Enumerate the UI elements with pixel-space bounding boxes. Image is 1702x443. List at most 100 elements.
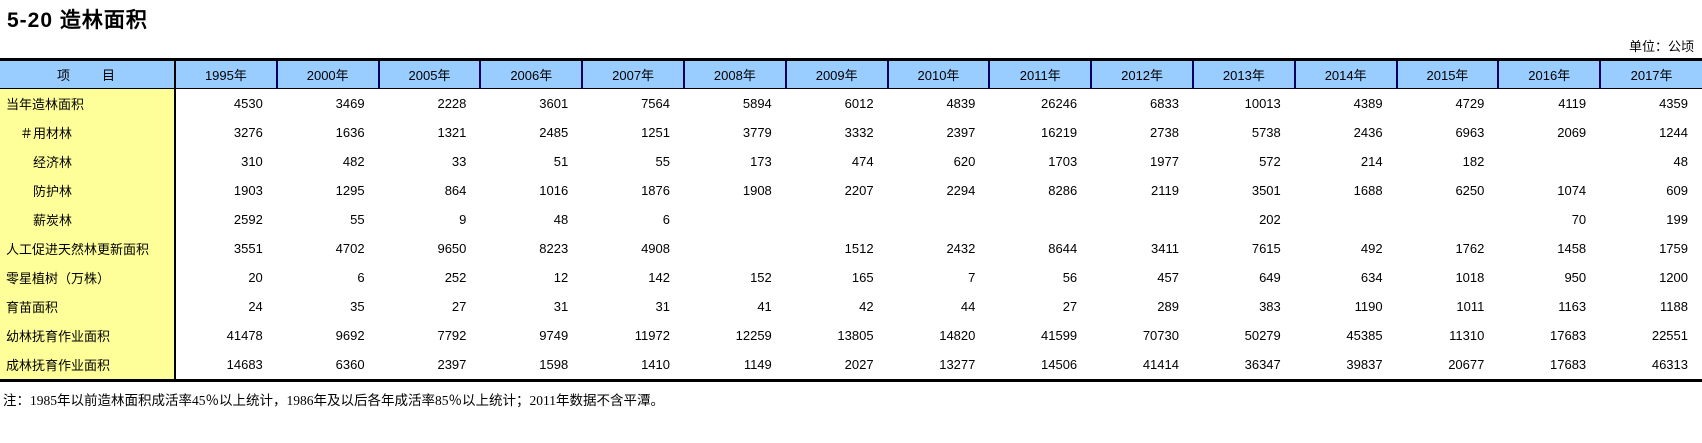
data-cell: 199 (1666, 212, 1688, 227)
data-cell: 12259 (735, 328, 772, 343)
row-label: 经济林 (0, 147, 176, 176)
data-cell: 2436 (1353, 125, 1383, 140)
data-cell: 46313 (1651, 357, 1688, 372)
column-header-year: 2006年 (479, 59, 583, 89)
column-header-year: 2011年 (988, 59, 1092, 89)
data-cell: 1688 (1353, 183, 1383, 198)
data-cell: 182 (1462, 154, 1485, 169)
data-cell: 6360 (335, 357, 365, 372)
data-cell: 9650 (437, 241, 467, 256)
afforestation-area-table: 项 目 1995年 2000年 2005年 2006年 2007年 2008年 2009年 2… (0, 58, 1702, 382)
data-cell: 20677 (1448, 357, 1485, 372)
column-header-year: 2014年 (1293, 59, 1397, 89)
data-cell: 1018 (1455, 270, 1485, 285)
table-row: 薪炭林 2592 55 9 48 6 202 70 199 (0, 205, 1702, 234)
data-cell: 13277 (939, 357, 976, 372)
data-cell: 950 (1564, 270, 1587, 285)
row-label: ＃用材林 (0, 118, 176, 147)
row-label: 人工促进天然林更新面积 (0, 234, 176, 263)
data-cell: 51 (553, 154, 569, 169)
table-row: 防护林 1903 1295 864 1016 1876 1908 2207 2294 8286 21… (0, 176, 1702, 205)
data-cell: 4389 (1353, 96, 1383, 111)
data-cell: 1977 (1150, 154, 1179, 169)
data-cell: 6833 (1150, 96, 1179, 111)
data-cell: 1762 (1455, 241, 1485, 256)
data-cell: 609 (1666, 183, 1688, 198)
data-cell: 33 (451, 154, 467, 169)
data-cell: 4530 (233, 96, 263, 111)
table-row: 人工促进天然林更新面积 3551 4702 9650 8223 4908 1512 2432 8… (0, 234, 1702, 263)
data-cell: 492 (1360, 241, 1383, 256)
data-cell: 1759 (1659, 241, 1688, 256)
data-cell: 16219 (1041, 125, 1078, 140)
data-cell: 142 (648, 270, 670, 285)
data-cell: 2228 (437, 96, 467, 111)
data-cell (684, 205, 786, 234)
data-cell: 14683 (226, 357, 263, 372)
data-cell: 1876 (641, 183, 670, 198)
data-cell: 31 (655, 299, 670, 314)
data-cell: 165 (851, 270, 874, 285)
unit-label: 单位：公顷 (1628, 39, 1694, 54)
column-header-year: 2015年 (1395, 59, 1499, 89)
column-header-year: 2016年 (1497, 59, 1601, 89)
column-header-year: 2009年 (784, 59, 888, 89)
data-cell: 7564 (641, 96, 670, 111)
data-cell: 6 (662, 212, 670, 227)
row-label: 幼林抚育作业面积 (0, 321, 176, 350)
data-cell: 2485 (539, 125, 569, 140)
data-cell: 5894 (742, 96, 772, 111)
data-cell: 2397 (437, 357, 467, 372)
data-cell: 27 (451, 299, 467, 314)
data-cell: 20 (248, 270, 263, 285)
data-cell: 3779 (742, 125, 772, 140)
data-cell: 70 (1571, 212, 1587, 227)
data-cell (1498, 147, 1600, 176)
column-header-year: 2008年 (682, 59, 786, 89)
data-cell: 70730 (1142, 328, 1179, 343)
data-cell: 48 (553, 212, 569, 227)
data-cell: 383 (1259, 299, 1281, 314)
data-cell: 24 (248, 299, 263, 314)
data-cell: 10013 (1244, 96, 1281, 111)
data-cell: 3501 (1251, 183, 1281, 198)
data-cell: 1016 (539, 183, 569, 198)
footnote: 注：1985年以前造林面积成活率45％以上统计，1986年及以后各年成活率85％… (3, 393, 664, 408)
data-cell: 2207 (844, 183, 874, 198)
data-cell: 1163 (1558, 299, 1587, 314)
data-cell: 457 (1157, 270, 1179, 285)
data-cell: 39837 (1346, 357, 1383, 372)
data-cell: 1703 (1048, 154, 1078, 169)
data-cell: 35 (350, 299, 365, 314)
data-cell: 41599 (1041, 328, 1078, 343)
data-cell: 1149 (743, 357, 772, 372)
data-cell: 3276 (233, 125, 263, 140)
row-label: 零星植树（万株） (0, 263, 176, 292)
column-header-year: 2005年 (377, 59, 481, 89)
data-cell: 3551 (233, 241, 263, 256)
data-cell: 1636 (335, 125, 365, 140)
table-row: 幼林抚育作业面积 41478 9692 7792 9749 11972 12259 13805… (0, 321, 1702, 350)
column-header-year: 1995年 (174, 59, 277, 89)
data-cell: 8223 (539, 241, 569, 256)
data-cell: 17683 (1550, 328, 1587, 343)
data-cell: 214 (1360, 154, 1383, 169)
data-cell: 9692 (335, 328, 365, 343)
data-cell: 289 (1157, 299, 1179, 314)
data-cell: 864 (444, 183, 467, 198)
data-cell: 14506 (1041, 357, 1078, 372)
data-cell: 1074 (1557, 183, 1587, 198)
data-cell: 310 (241, 154, 263, 169)
data-cell: 252 (444, 270, 467, 285)
data-cell: 14820 (939, 328, 976, 343)
data-cell: 12 (553, 270, 569, 285)
data-cell: 4908 (641, 241, 670, 256)
data-cell: 6963 (1455, 125, 1485, 140)
data-cell: 1458 (1557, 241, 1587, 256)
data-cell: 649 (1259, 270, 1281, 285)
data-cell (1091, 205, 1193, 234)
data-cell: 6012 (844, 96, 874, 111)
column-header-year: 2007年 (581, 59, 684, 89)
table-row: 经济林 310 482 33 51 55 173 474 620 1703 1977 572 214 18… (0, 147, 1702, 176)
data-cell: 9 (459, 212, 467, 227)
